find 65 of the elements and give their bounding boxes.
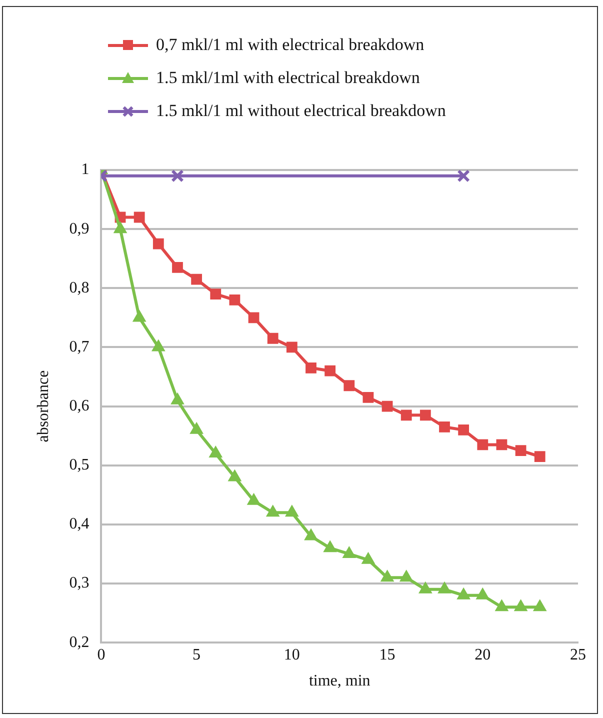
- y-tick-label: 0,8: [69, 279, 90, 296]
- point: [477, 439, 488, 450]
- y-tick-label: 0,7: [69, 338, 90, 356]
- point: [285, 505, 298, 517]
- x-tick-label: 25: [570, 646, 586, 664]
- point: [304, 528, 318, 540]
- point: [458, 424, 470, 436]
- point: [344, 380, 355, 392]
- point: [514, 600, 528, 612]
- legend-label: 1.5 mkl/1ml with electrical breakdown: [156, 68, 420, 88]
- y-tick-label: 0,6: [69, 398, 90, 415]
- y-tick-label: 0,5: [69, 456, 90, 474]
- x-axis-title: time, min: [308, 672, 370, 690]
- point: [171, 170, 184, 182]
- point: [362, 392, 374, 403]
- x-tick-label: 5: [192, 646, 201, 664]
- point: [515, 445, 526, 456]
- point: [418, 582, 432, 594]
- point: [306, 362, 316, 374]
- legend-label: 0,7 mkl/1 ml with electrical breakdown: [156, 34, 424, 54]
- point: [495, 600, 508, 612]
- point: [324, 365, 336, 376]
- x-tick-label: 20: [474, 646, 491, 664]
- point: [457, 588, 470, 600]
- point: [400, 570, 413, 582]
- legend-label: 1.5 mkl/1 ml without electrical breakdown: [156, 100, 446, 120]
- y-tick-label: 0,4: [69, 516, 90, 533]
- point: [134, 212, 145, 223]
- point: [152, 340, 165, 352]
- point: [476, 588, 490, 600]
- point: [190, 422, 204, 434]
- y-tick-label: 0,2: [69, 634, 90, 651]
- x-tick-label: 0: [97, 646, 106, 664]
- point: [209, 446, 222, 458]
- point: [420, 410, 431, 421]
- point: [362, 552, 375, 564]
- point: [247, 493, 260, 505]
- point: [191, 274, 202, 285]
- point: [457, 170, 470, 182]
- point: [342, 546, 356, 558]
- point: [170, 392, 184, 404]
- point: [228, 470, 242, 482]
- x-tick-label: 10: [284, 646, 300, 664]
- point: [439, 422, 450, 432]
- point: [496, 439, 508, 450]
- point: [382, 400, 393, 412]
- point: [533, 600, 546, 612]
- point: [229, 294, 240, 306]
- point: [210, 288, 222, 300]
- y-axis-title: absorbance: [34, 370, 52, 442]
- point: [534, 451, 546, 462]
- point: [438, 582, 452, 594]
- point: [266, 505, 280, 517]
- x-tick-label: 15: [379, 646, 396, 664]
- point: [400, 410, 412, 421]
- point: [286, 342, 298, 353]
- y-tick-label: 1: [81, 161, 90, 178]
- point: [324, 540, 337, 552]
- point: [380, 570, 394, 582]
- point: [152, 238, 164, 250]
- y-tick-label: 0,9: [69, 220, 90, 238]
- point: [248, 312, 260, 324]
- y-tick-label: 0,3: [69, 574, 90, 592]
- point: [172, 262, 183, 273]
- point: [267, 332, 278, 344]
